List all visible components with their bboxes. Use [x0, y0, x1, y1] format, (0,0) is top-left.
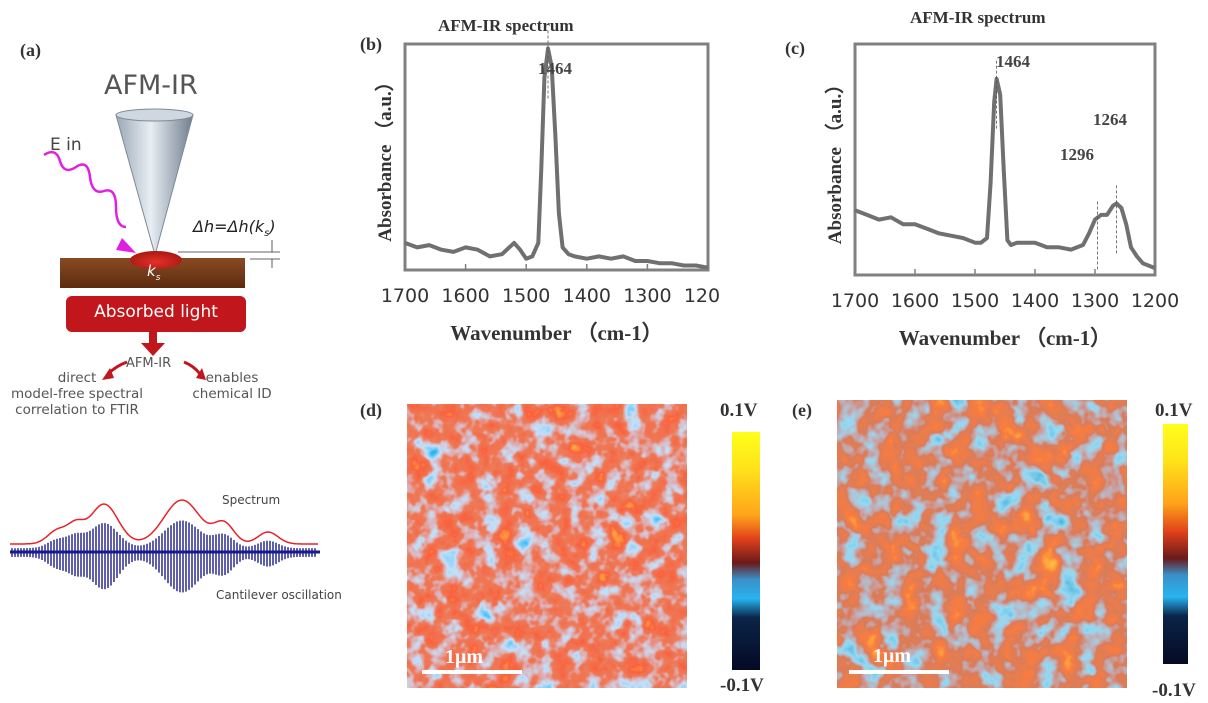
chart-c-x-tick-label: 1500 [951, 290, 999, 312]
delta-h-label: Δh=Δh(ks) [193, 217, 276, 240]
panel-b-letter: (b) [360, 34, 382, 54]
chart-c-x-tick-label: 1600 [891, 290, 939, 312]
chart-c-peak-label: 1464 [996, 52, 1031, 71]
panel-b-title: AFM-IR spectrum [438, 16, 574, 35]
spectrum-oscillation-figure [10, 499, 320, 593]
chart-c-y-axis-label: Absorbance （a.u.） [823, 75, 846, 244]
chart-c-peak-label: 1296 [1060, 145, 1094, 164]
colorbar-d [732, 432, 760, 670]
panel-d-letter: (d) [360, 400, 382, 420]
chart-b-x-tick-label: 1200 [684, 285, 720, 307]
k-s-label: ks [147, 262, 161, 283]
afm-ir-map-d: 1μm [407, 404, 687, 688]
chart-b-x-tick-label: 1500 [502, 285, 550, 307]
cantilever-label: Cantilever oscillation [216, 588, 342, 602]
chart-c-spectrum-line [854, 76, 1156, 270]
panel-e-letter: (e) [792, 400, 812, 420]
absorbed-light-box [66, 296, 246, 332]
chart-b: 1700 1600 1500 1400 1300 1200 1464 Absorbance （… [373, 30, 720, 345]
chart-c: 1700 1600 1500 1400 1300 1200 1464 1296 1264 Abso… [823, 42, 1179, 350]
chart-c-x-axis-label: Wavenumber （cm-1） [899, 326, 1112, 350]
chart-c-frame [853, 42, 1157, 277]
spectrum-curve [10, 499, 318, 545]
colorbar-e-top: 0.1V [1155, 400, 1193, 421]
colorbar-e-bottom: -0.1V [1152, 680, 1196, 701]
colorbar-d-bottom: -0.1V [720, 675, 764, 696]
chart-b-y-axis-label: Absorbance （a.u.） [373, 72, 396, 241]
incident-light-wave [43, 150, 127, 229]
afm-ir-title: AFM-IR [104, 70, 198, 101]
chart-c-x-tick-label: 1200 [1131, 290, 1179, 312]
scale-bar-e-label: 1μm [873, 645, 911, 667]
panel-c-letter: (c) [785, 38, 805, 58]
chart-c-peak-label: 1264 [1093, 110, 1128, 129]
afm-ir-schematic [43, 108, 280, 380]
incident-light-arrowhead [116, 238, 136, 253]
left-description: direct model-free spectral correlation t… [10, 370, 143, 418]
e-in-label: E in [50, 135, 82, 155]
map-d-image [407, 404, 687, 688]
scale-bar-d-label: 1μm [445, 646, 483, 668]
colorbar-e [1163, 424, 1188, 664]
panel-c-title: AFM-IR spectrum [910, 8, 1046, 27]
chart-c-x-tick-label: 1300 [1071, 290, 1119, 312]
afm-tip-top [115, 108, 194, 122]
absorption-bump [130, 251, 182, 269]
right-branch-arrow [183, 360, 202, 375]
chart-c-x-tick-label: 1700 [831, 290, 879, 312]
panel-a-letter: (a) [20, 40, 41, 60]
afm-ir-map-e: 1μm [837, 400, 1127, 688]
chart-b-spectrum-line [404, 46, 709, 270]
right-description: enables chemical ID [192, 370, 272, 402]
chart-b-frame [403, 42, 710, 272]
afm-tip [115, 114, 194, 257]
map-e-image [837, 400, 1127, 688]
chart-b-x-axis-label: Wavenumber （cm-1） [450, 321, 663, 345]
chart-b-x-tick-label: 1600 [441, 285, 489, 307]
absorbed-light-label: Absorbed light [94, 302, 218, 322]
colorbar-d-top: 0.1V [720, 400, 758, 421]
chart-b-x-tick-label: 1700 [381, 285, 429, 307]
chart-b-x-tick-label: 1300 [623, 285, 671, 307]
spectrum-label: Spectrum [222, 493, 281, 507]
chart-b-x-tick-label: 1400 [563, 285, 611, 307]
chart-c-x-tick-label: 1400 [1011, 290, 1059, 312]
afm-ir-small-label: AFM-IR [126, 356, 172, 371]
chart-b-peak-label: 1464 [538, 59, 573, 78]
